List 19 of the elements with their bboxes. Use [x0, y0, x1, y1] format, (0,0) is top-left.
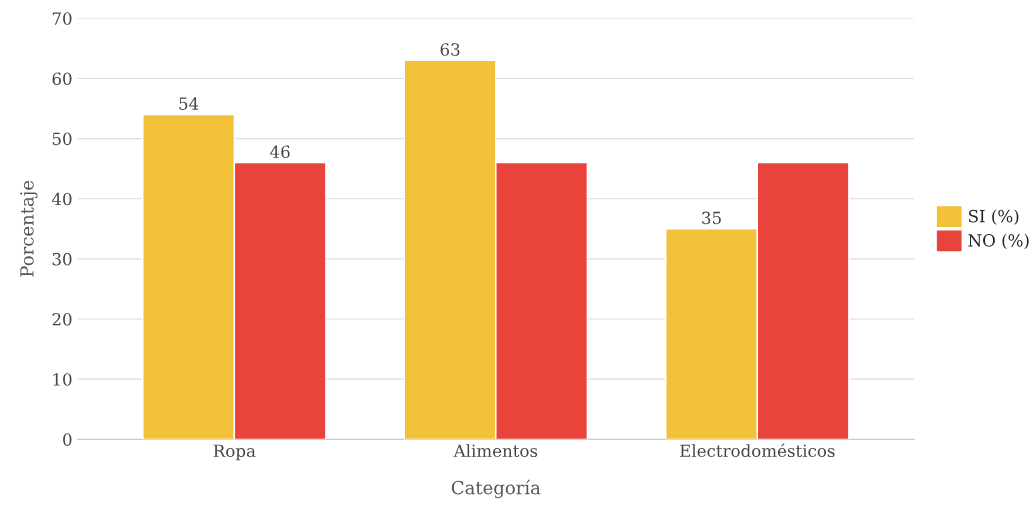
- y-tick-label: 40: [51, 192, 72, 206]
- y-tick-label: 0: [63, 433, 72, 446]
- y-tick-label: 20: [52, 312, 72, 326]
- x-tick-label: Alimentos: [453, 444, 538, 458]
- y-tick-label: 50: [52, 132, 72, 146]
- data-label: 46: [270, 145, 290, 159]
- data-label: 63: [440, 43, 460, 56]
- x-axis-title: Categoría: [451, 479, 541, 499]
- legend-label: NO (%): [968, 233, 1029, 250]
- y-tick-label: 30: [52, 252, 72, 266]
- y-tick-label: 70: [52, 12, 72, 25]
- x-tick-label: Ropa: [213, 444, 256, 461]
- y-tick-label: 60: [52, 72, 72, 86]
- legend-label: SI (%): [968, 209, 1019, 225]
- y-tick-label: 10: [53, 373, 72, 386]
- data-label: 54: [179, 97, 199, 110]
- y-axis-title: Porcentaje: [20, 180, 38, 277]
- x-tick-label: Electrodomésticos: [680, 443, 835, 458]
- data-label: 35: [702, 211, 721, 225]
